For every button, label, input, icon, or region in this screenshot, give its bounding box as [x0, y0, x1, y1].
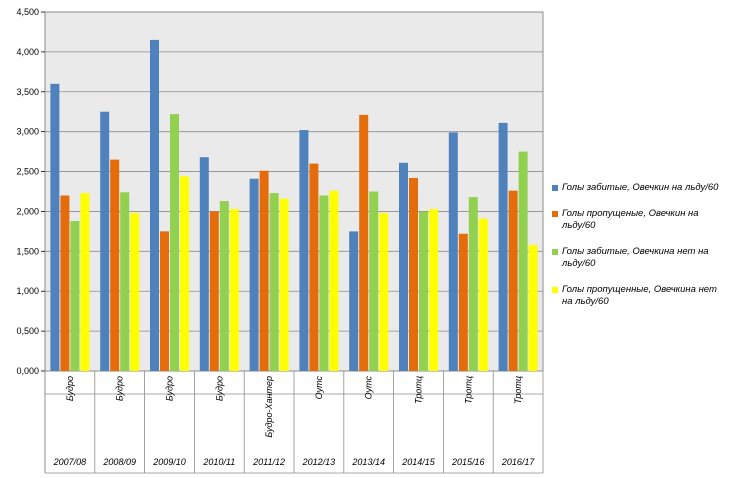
bar [518, 151, 528, 371]
bar [528, 244, 538, 371]
bars [50, 39, 538, 372]
legend-item: Голы забитые, Овечкина нет на льду/60 [552, 246, 722, 270]
coach-label: Тротц [513, 376, 523, 404]
y-tick-label: 1,000 [16, 286, 39, 296]
bar [229, 209, 239, 371]
season-label: 2008/09 [102, 457, 136, 467]
y-axis-ticks: 0,000 0,500 1,000 1,500 2,000 2,500 3,000 3,500… [16, 7, 45, 376]
season-label: 2013/14 [351, 457, 385, 467]
bar [70, 221, 80, 371]
coach-label: Будро [115, 376, 125, 401]
bar [279, 198, 289, 371]
bar [369, 191, 379, 371]
bar [130, 213, 140, 371]
season-label: 2010/11 [202, 457, 235, 467]
bar [199, 157, 209, 371]
legend-item: Голы пропущеные, Овечкин на льду/60 [552, 208, 722, 232]
legend-swatch [552, 211, 558, 217]
bar [180, 176, 189, 371]
y-tick-label: 3,000 [16, 127, 39, 137]
legend-label: Голы пропущеные, Овечкин на льду/60 [562, 208, 699, 231]
bar [468, 197, 478, 371]
season-label: 2014/15 [401, 457, 436, 467]
y-tick-label: 0,500 [16, 326, 39, 336]
legend-label: Голы забитые, Овечкин на льду/60 [562, 182, 719, 193]
season-label: 2012/13 [302, 457, 336, 467]
bar [429, 209, 438, 371]
coach-label: Тротц [414, 376, 424, 404]
y-tick-label: 4,000 [16, 47, 39, 57]
coach-label: Оутс [364, 376, 374, 400]
bar [359, 114, 369, 371]
season-label: 2015/16 [451, 457, 485, 467]
bar [60, 195, 70, 371]
bar [508, 190, 518, 371]
bar [498, 122, 508, 371]
bar [419, 211, 428, 371]
y-tick-label: 2,500 [16, 167, 39, 177]
bar [269, 193, 279, 371]
coach-label: Оутс [314, 376, 324, 400]
bar [50, 83, 60, 372]
bar [100, 111, 110, 371]
bar [448, 132, 458, 371]
legend-item: Голы пропущенные, Овечкина нет на льду/6… [552, 284, 722, 308]
bar [259, 170, 269, 371]
bar [399, 162, 408, 371]
plot-area [44, 11, 544, 372]
x-axis: Будро 2007/08 Будро 2008/09 Будро 2009/10 Будр… [44, 371, 544, 474]
legend-swatch [552, 249, 558, 255]
bar [170, 114, 179, 372]
bar [319, 195, 329, 371]
bar [349, 231, 359, 371]
coach-label: Тротц [463, 376, 473, 404]
bar [219, 201, 229, 371]
bar [458, 233, 468, 371]
legend: Голы забитые, Овечкин на льду/60 Голы про… [552, 182, 722, 322]
bar [160, 231, 169, 371]
legend-swatch [552, 287, 558, 293]
bar [299, 130, 309, 371]
bar [80, 193, 90, 371]
coach-label: Будро [165, 376, 175, 401]
bar [110, 159, 120, 371]
season-label: 2011/12 [252, 457, 285, 467]
legend-label: Голы забитые, Овечкина нет на льду/60 [562, 246, 709, 269]
y-tick-label: 3,500 [16, 87, 39, 97]
legend-label: Голы пропущенные, Овечкина нет на льду/6… [562, 284, 717, 307]
season-label: 2007/08 [53, 457, 87, 467]
y-tick-label: 4,500 [16, 7, 39, 17]
y-tick-label: 0,000 [16, 366, 39, 376]
season-label: 2009/10 [152, 457, 186, 467]
coach-label: Будро [214, 376, 224, 401]
bar [120, 192, 130, 371]
bar [309, 163, 319, 371]
coach-label: Будро-Хантер [264, 376, 274, 438]
y-tick-label: 1,500 [16, 246, 39, 256]
bar [150, 39, 159, 372]
bar [478, 218, 488, 371]
bar [249, 178, 259, 371]
coach-label: Будро [65, 376, 75, 401]
bar [329, 190, 339, 371]
legend-item: Голы забитые, Овечкин на льду/60 [552, 182, 722, 194]
season-label: 2016/17 [501, 457, 536, 467]
y-tick-label: 2,000 [16, 206, 39, 216]
legend-swatch [552, 185, 558, 191]
bar [379, 213, 389, 371]
bar [209, 211, 219, 371]
bar [409, 177, 418, 371]
